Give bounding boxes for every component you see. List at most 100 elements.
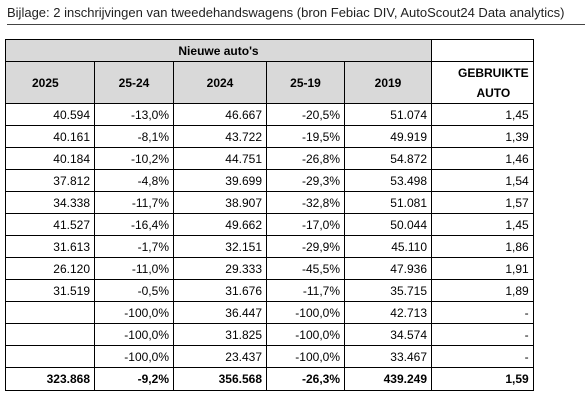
col-header-2024: 2024: [173, 61, 267, 104]
cell-25-24: -1,7%: [94, 235, 174, 258]
cell-2019: 35.715: [344, 279, 432, 302]
cell-used: 1,89: [431, 279, 534, 302]
cell-used: 1,91: [431, 257, 534, 280]
cell-25-19: -26,8%: [266, 147, 345, 170]
cell-25-19: -19,5%: [266, 125, 345, 148]
cell-2025: [5, 345, 95, 368]
cell-used: 1,39: [431, 125, 534, 148]
cell-25-19: -11,7%: [266, 279, 345, 302]
cell-2019: 54.872: [344, 147, 432, 170]
cell-2025: [5, 301, 95, 324]
cell-2024: 31.825: [173, 323, 267, 346]
cell-25-19: -20,5%: [266, 103, 345, 126]
cell-2024: 23.437: [173, 345, 267, 368]
cell-2024: 36.447: [173, 301, 267, 324]
cell-2025: 37.812: [5, 169, 95, 192]
cell-2024: 39.699: [173, 169, 267, 192]
cell-2024: 46.667: [173, 103, 267, 126]
cell-2019: 49.919: [344, 125, 432, 148]
cell-2025: 34.338: [5, 191, 95, 214]
cell-used: -: [431, 323, 534, 346]
cell-used: 1,57: [431, 191, 534, 214]
table-row: -100,0% 31.825 -100,0% 34.574-: [5, 323, 534, 346]
cell-used: -: [431, 301, 534, 324]
cell-used: 1,54: [431, 169, 534, 192]
cell-2024: 29.333: [173, 257, 267, 280]
col-header-2019: 2019: [344, 61, 432, 104]
cell-25-24: -13,0%: [94, 103, 174, 126]
cell-2019: 45.110: [344, 235, 432, 258]
cell-25-24: -4,8%: [94, 169, 174, 192]
table-row: 26.120 -11,0% 29.333 -45,5% 47.936 1,91: [5, 257, 534, 280]
total-cell-2025: 323.868: [5, 367, 95, 391]
cell-used: 1,86: [431, 235, 534, 258]
cell-2024: 31.676: [173, 279, 267, 302]
cell-25-19: -17,0%: [266, 213, 345, 236]
cell-2024: 32.151: [173, 235, 267, 258]
cell-2024: 43.722: [173, 125, 267, 148]
cell-25-24: -8,1%: [94, 125, 174, 148]
table-row: 40.594 -13,0% 46.667 -20,5% 51.074 1,45: [5, 103, 534, 126]
cell-25-24: -100,0%: [94, 323, 174, 346]
cell-2024: 38.907: [173, 191, 267, 214]
total-cell-used: 1,59: [431, 367, 534, 391]
table-row: -100,0% 36.447 -100,0% 42.713-: [5, 301, 534, 324]
cell-2019: 34.574: [344, 323, 432, 346]
cell-25-24: -16,4%: [94, 213, 174, 236]
used-header-line1: GEBRUIKTE: [458, 65, 529, 80]
cell-25-24: -10,2%: [94, 147, 174, 170]
total-cell-25-19: -26,3%: [266, 367, 345, 391]
table-row: 31.519 -0,5% 31.676 -11,7% 35.715 1,89: [5, 279, 534, 302]
cell-2025: [5, 323, 95, 346]
cell-2025: 26.120: [5, 257, 95, 280]
table-row: 31.613 -1,7% 32.151 -29,9% 45.110 1,86: [5, 235, 534, 258]
cell-2024: 49.662: [173, 213, 267, 236]
cell-25-19: -29,3%: [266, 169, 345, 192]
cell-2019: 42.713: [344, 301, 432, 324]
total-row: 323.868 -9,2% 356.568 -26,3% 439.249 1,59: [5, 367, 534, 391]
total-cell-25-24: -9,2%: [94, 367, 174, 391]
cell-25-19: -29,9%: [266, 235, 345, 258]
cell-used: 1,46: [431, 147, 534, 170]
cell-used: -: [431, 345, 534, 368]
cell-2019: 33.467: [344, 345, 432, 368]
table-row: 40.184 -10,2% 44.751 -26,8% 54.872 1,46: [5, 147, 534, 170]
cell-25-24: -11,7%: [94, 191, 174, 214]
cell-used: 1,45: [431, 103, 534, 126]
cell-2025: 31.519: [5, 279, 95, 302]
cell-2019: 53.498: [344, 169, 432, 192]
cell-2024: 44.751: [173, 147, 267, 170]
cell-25-19: -100,0%: [266, 345, 345, 368]
col-header-2025: 2025: [5, 61, 95, 104]
cell-2025: 41.527: [5, 213, 95, 236]
table-row: 40.161 -8,1% 43.722 -19,5% 49.919 1,39: [5, 125, 534, 148]
cell-25-24: -100,0%: [94, 345, 174, 368]
cell-25-24: -100,0%: [94, 301, 174, 324]
cell-used: 1,45: [431, 213, 534, 236]
total-cell-2019: 439.249: [344, 367, 432, 391]
new-cars-header: Nieuwe auto's: [5, 39, 432, 62]
table-row: 37.812 -4,8% 39.699 -29,3% 53.498 1,54: [5, 169, 534, 192]
cell-25-19: -45,5%: [266, 257, 345, 280]
cell-2025: 40.184: [5, 147, 95, 170]
cell-25-19: -32,8%: [266, 191, 345, 214]
cell-2025: 31.613: [5, 235, 95, 258]
cell-2019: 51.074: [344, 103, 432, 126]
cell-25-19: -100,0%: [266, 301, 345, 324]
registrations-table: Nieuwe auto's 2025 25-24 2024 25-19 2019…: [5, 39, 534, 391]
cell-2025: 40.594: [5, 103, 95, 126]
cell-2019: 50.044: [344, 213, 432, 236]
col-header-used-cars: GEBRUIKTE AUTO: [431, 61, 534, 104]
table-caption: Bijlage: 2 inschrijvingen van tweedehand…: [7, 4, 585, 25]
cell-2019: 51.081: [344, 191, 432, 214]
table-row: 41.527 -16,4% 49.662 -17,0% 50.044 1,45: [5, 213, 534, 236]
col-header-25-19: 25-19: [266, 61, 345, 104]
cell-2025: 40.161: [5, 125, 95, 148]
table-row: -100,0% 23.437 -100,0% 33.467-: [5, 345, 534, 368]
col-header-25-24: 25-24: [94, 61, 174, 104]
cell-25-24: -0,5%: [94, 279, 174, 302]
cell-25-24: -11,0%: [94, 257, 174, 280]
used-cars-header-spacer: [431, 39, 534, 62]
cell-2019: 47.936: [344, 257, 432, 280]
table-row: 34.338 -11,7% 38.907 -32,8% 51.081 1,57: [5, 191, 534, 214]
